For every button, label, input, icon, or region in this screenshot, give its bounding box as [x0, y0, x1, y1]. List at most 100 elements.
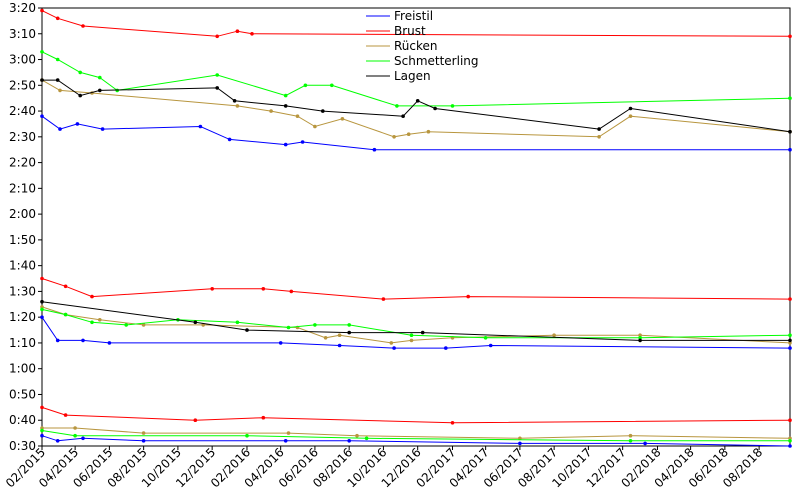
- data-point: [450, 421, 455, 425]
- data-point: [58, 127, 62, 131]
- data-point: [141, 439, 146, 443]
- data-point: [245, 433, 249, 438]
- series-line: [41, 316, 791, 349]
- data-point: [450, 104, 455, 108]
- series-line: [41, 51, 791, 107]
- y-tick-label: 0:40: [9, 413, 36, 427]
- data-point: [40, 433, 44, 438]
- data-point: [261, 287, 266, 291]
- data-point: [55, 338, 60, 343]
- data-point: [286, 325, 291, 330]
- data-point: [313, 323, 317, 327]
- data-point: [295, 114, 300, 118]
- series-line: [41, 115, 790, 151]
- data-point: [227, 137, 232, 142]
- data-point: [63, 413, 68, 417]
- data-point: [406, 132, 411, 136]
- data-point: [58, 88, 62, 93]
- data-point: [638, 333, 642, 338]
- data-point: [55, 16, 60, 21]
- data-point: [788, 147, 792, 152]
- data-point: [597, 135, 601, 139]
- data-point: [788, 297, 792, 301]
- data-point: [141, 431, 146, 435]
- legend-label: Freistil: [394, 9, 433, 23]
- data-point: [63, 312, 68, 317]
- data-point: [597, 127, 601, 131]
- series-line: [41, 430, 790, 442]
- data-point: [78, 70, 82, 75]
- legend-label: Lagen: [394, 69, 431, 83]
- y-tick-label: 0:50: [9, 387, 36, 401]
- data-point: [518, 441, 522, 446]
- data-point: [300, 140, 305, 144]
- data-point: [788, 341, 792, 345]
- data-point: [466, 294, 471, 299]
- y-tick-label: 0:30: [9, 439, 36, 453]
- data-point: [788, 444, 792, 448]
- series-layer: [40, 8, 792, 448]
- y-tick-label: 1:00: [9, 362, 36, 376]
- data-point: [444, 346, 448, 350]
- data-point: [193, 418, 198, 423]
- data-point: [283, 93, 288, 98]
- data-point: [788, 338, 792, 343]
- data-point: [337, 333, 342, 338]
- data-point: [98, 88, 102, 93]
- data-point: [392, 135, 396, 139]
- data-point: [235, 29, 240, 33]
- data-point: [313, 124, 317, 129]
- data-point: [73, 433, 77, 438]
- data-point: [235, 320, 240, 325]
- data-point: [552, 333, 556, 338]
- data-point: [355, 433, 359, 438]
- data-point: [330, 83, 334, 88]
- data-point: [40, 276, 44, 281]
- data-point: [40, 114, 44, 118]
- data-point: [40, 307, 44, 312]
- data-point: [638, 336, 642, 340]
- data-point: [198, 124, 203, 129]
- series-line: [41, 308, 791, 339]
- data-point: [483, 336, 488, 340]
- data-point: [389, 341, 394, 345]
- data-point: [40, 8, 44, 13]
- series-line: [41, 278, 791, 300]
- y-tick-label: 3:20: [9, 1, 36, 15]
- data-point: [55, 78, 60, 82]
- data-point: [90, 320, 94, 325]
- data-point: [210, 287, 214, 291]
- data-point: [124, 323, 128, 327]
- data-point: [283, 142, 288, 147]
- data-point: [788, 436, 792, 441]
- data-point: [250, 32, 254, 36]
- data-point: [788, 346, 792, 350]
- data-point: [628, 433, 633, 438]
- data-point: [40, 78, 44, 82]
- y-tick-label: 2:20: [9, 156, 36, 170]
- data-point: [215, 86, 219, 90]
- data-point: [321, 109, 325, 113]
- series-line: [42, 79, 791, 133]
- data-point: [215, 73, 219, 77]
- legend-label: Schmetterling: [394, 54, 479, 68]
- data-point: [420, 330, 425, 335]
- data-point: [81, 338, 85, 343]
- series-line: [42, 427, 791, 439]
- data-point: [347, 439, 352, 443]
- data-point: [78, 93, 82, 98]
- data-point: [788, 96, 792, 100]
- y-tick-label: 1:40: [9, 259, 36, 273]
- series-schmetterling: [40, 50, 792, 443]
- data-point: [283, 439, 288, 443]
- data-point: [303, 83, 308, 88]
- data-point: [98, 318, 102, 322]
- data-point: [81, 436, 85, 441]
- data-point: [63, 284, 68, 289]
- data-point: [628, 114, 633, 118]
- data-point: [347, 330, 352, 335]
- data-point: [141, 323, 146, 327]
- data-point: [55, 439, 60, 443]
- series-line: [41, 79, 791, 138]
